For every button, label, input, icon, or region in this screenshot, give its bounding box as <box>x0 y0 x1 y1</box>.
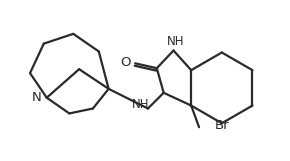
Text: NH: NH <box>167 35 184 48</box>
Text: O: O <box>120 56 130 69</box>
Text: Br: Br <box>215 119 229 132</box>
Text: N: N <box>32 91 42 104</box>
Text: NH: NH <box>132 98 150 111</box>
